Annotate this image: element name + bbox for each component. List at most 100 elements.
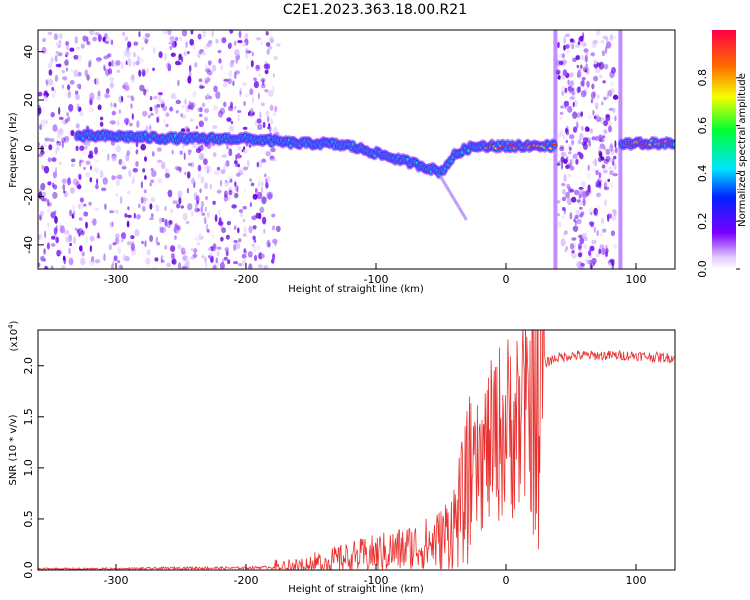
noise-speck xyxy=(160,255,163,263)
noise-speck xyxy=(568,151,572,155)
noise-speck xyxy=(149,234,154,243)
noise-speck xyxy=(217,50,222,54)
noise-speck xyxy=(186,187,189,194)
noise-speck xyxy=(63,229,70,235)
noise-speck xyxy=(260,181,264,187)
noise-speck xyxy=(607,178,611,183)
noise-speck xyxy=(67,84,71,91)
noise-speck xyxy=(230,236,234,243)
noise-speck xyxy=(573,189,580,196)
noise-speck xyxy=(131,179,135,185)
noise-speck xyxy=(255,64,260,70)
noise-speck xyxy=(61,84,64,89)
noise-speck xyxy=(109,82,114,89)
noise-speck xyxy=(605,45,608,54)
colorbar-tick-label: 0.4 xyxy=(696,165,709,183)
noise-speck xyxy=(557,132,562,138)
noise-speck xyxy=(53,227,58,235)
noise-speck xyxy=(226,117,232,122)
noise-speck xyxy=(95,77,100,86)
noise-speck xyxy=(42,38,46,43)
noise-speck xyxy=(39,210,44,217)
noise-speck xyxy=(127,206,130,211)
noise-speck xyxy=(72,204,76,211)
noise-speck xyxy=(599,138,605,143)
noise-speck xyxy=(571,196,577,203)
noise-speck xyxy=(204,256,207,263)
noise-speck xyxy=(196,242,200,246)
noise-speck xyxy=(194,62,198,68)
noise-speck xyxy=(580,188,584,195)
noise-speck xyxy=(207,165,212,173)
x-axis-bottom: -300 -200 -100 0 100 xyxy=(104,564,647,587)
noise-speck xyxy=(140,196,144,204)
noise-speck xyxy=(245,48,249,54)
noise-speck xyxy=(79,110,84,117)
noise-speck xyxy=(47,202,52,207)
noise-speck xyxy=(143,88,147,96)
noise-speck xyxy=(182,212,188,221)
noise-speck xyxy=(581,76,586,81)
noise-speck xyxy=(243,248,247,252)
noise-speck xyxy=(103,253,106,262)
noise-speck xyxy=(188,65,192,72)
noise-speck xyxy=(179,150,183,155)
noise-speck xyxy=(608,166,612,171)
noise-speck xyxy=(263,63,269,69)
plot-frame-bottom xyxy=(37,329,676,571)
noise-speck xyxy=(132,51,136,58)
noise-speck xyxy=(85,235,88,244)
noise-speck xyxy=(192,253,198,259)
noise-speck xyxy=(237,110,242,113)
noise-speck xyxy=(560,156,565,163)
noise-speck xyxy=(144,240,147,247)
noise-speck xyxy=(237,145,241,151)
noise-speck xyxy=(271,225,276,231)
noise-speck xyxy=(233,261,239,265)
noise-speck xyxy=(126,46,129,53)
noise-speck xyxy=(212,243,217,250)
noise-speck xyxy=(80,257,86,266)
noise-speck xyxy=(593,75,599,82)
y-axis-multiplier: (x104) xyxy=(7,320,20,351)
noise-speck xyxy=(258,252,263,260)
noise-speck xyxy=(119,196,123,205)
noise-speck xyxy=(264,69,269,75)
noise-speck xyxy=(561,196,567,202)
noise-speck xyxy=(589,245,595,252)
noise-speck xyxy=(53,88,56,94)
noise-speck xyxy=(206,69,213,76)
noise-speck xyxy=(126,241,133,246)
noise-speck xyxy=(138,69,142,78)
noise-speck xyxy=(228,148,233,157)
noise-speck xyxy=(587,184,591,193)
noise-speck xyxy=(192,43,196,50)
noise-speck xyxy=(204,116,208,122)
noise-speck xyxy=(590,91,595,100)
noise-speck xyxy=(228,179,232,184)
noise-speck xyxy=(139,84,145,92)
noise-speck xyxy=(590,99,593,104)
noise-speck xyxy=(102,36,106,43)
noise-speck xyxy=(226,221,231,226)
noise-speck xyxy=(230,120,234,125)
noise-speck xyxy=(601,247,606,256)
noise-speck xyxy=(152,67,155,72)
noise-speck xyxy=(170,92,174,100)
noise-speck xyxy=(156,147,162,152)
noise-speck xyxy=(585,189,592,195)
noise-speck xyxy=(591,83,595,90)
noise-speck xyxy=(603,96,607,101)
noise-speck xyxy=(164,172,170,179)
noise-speck xyxy=(47,62,53,69)
noise-speck xyxy=(177,53,181,62)
noise-speck xyxy=(242,41,247,47)
noise-speck xyxy=(601,50,606,57)
noise-speck xyxy=(89,177,93,183)
noise-speck xyxy=(220,179,223,187)
x-axis-label-top: Height of straight line (km) xyxy=(288,284,424,295)
noise-speck xyxy=(584,54,588,63)
noise-speck xyxy=(118,264,123,269)
noise-speck xyxy=(122,31,125,37)
noise-speck xyxy=(270,118,273,125)
